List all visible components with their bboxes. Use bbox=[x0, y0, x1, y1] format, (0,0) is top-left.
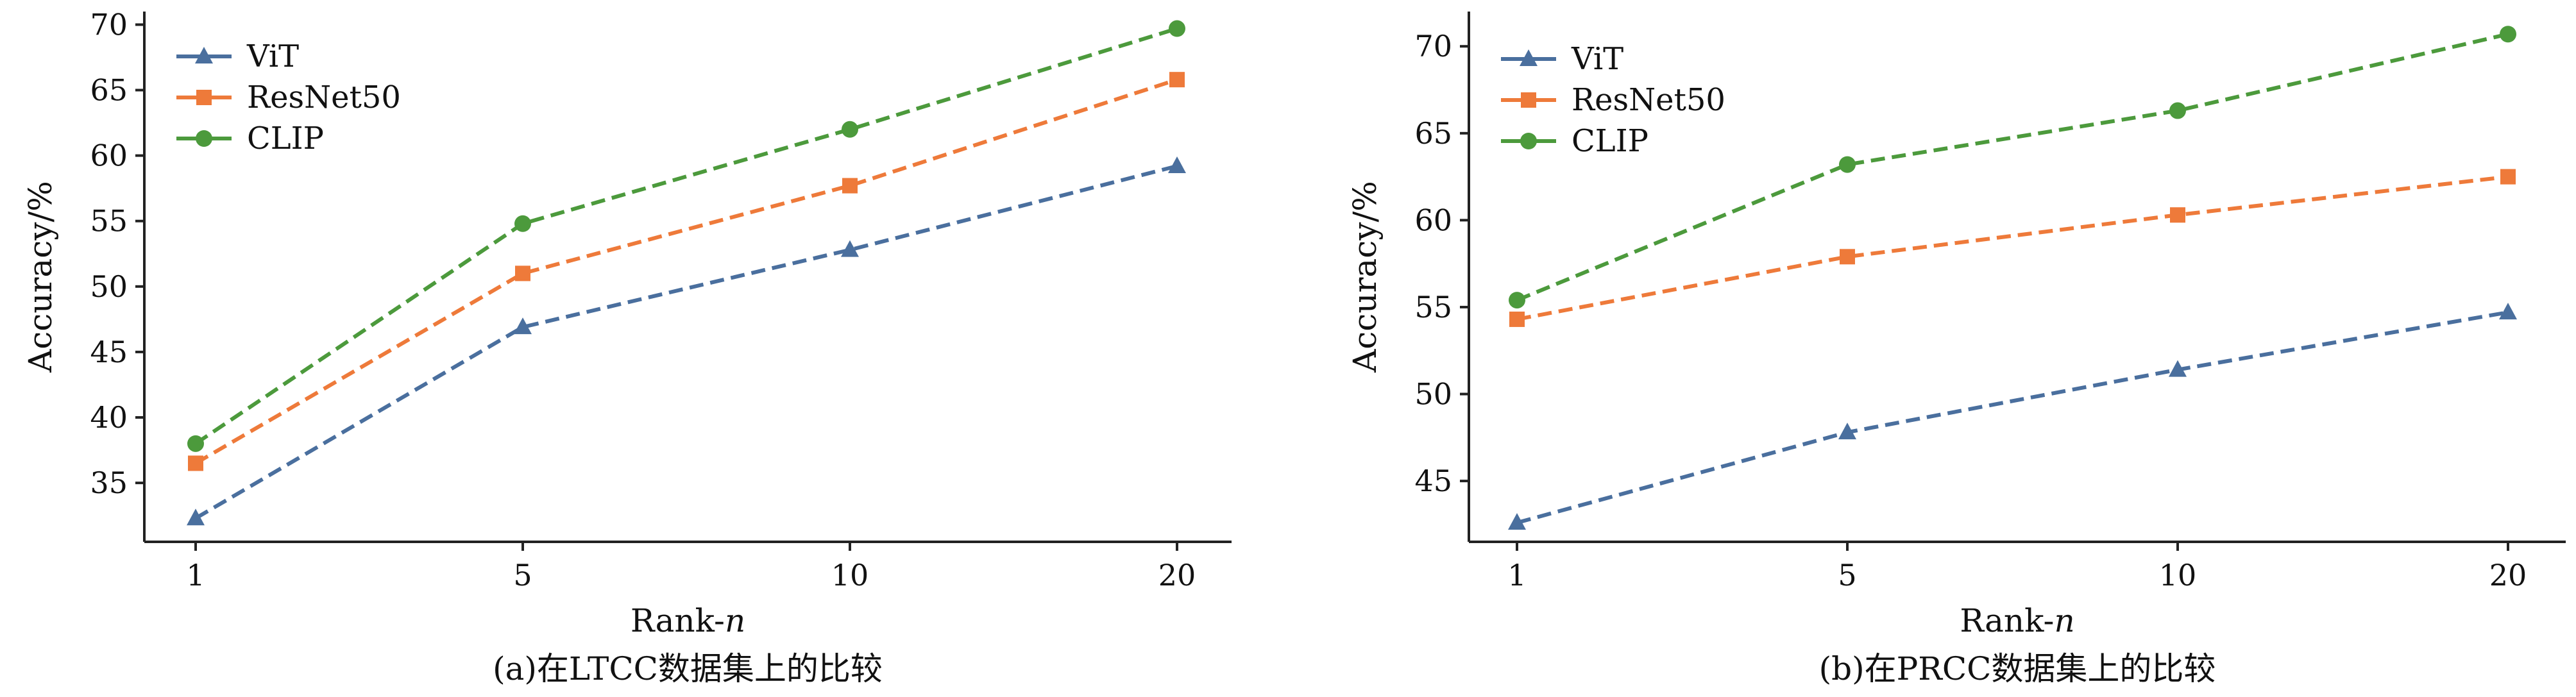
legend-label: CLIP bbox=[1572, 123, 1648, 159]
data-point bbox=[2170, 207, 2185, 223]
x-tick-label: 20 bbox=[1158, 558, 1196, 592]
x-tick-label: 1 bbox=[1507, 558, 1526, 592]
chart-panel-a: 35 40 45 50 55 60 65 70 1 5 10 20 Rank-n Accuracy/% Vi… bbox=[22, 7, 1232, 687]
legend-label: CLIP bbox=[247, 121, 324, 156]
y-axis-label: Accuracy/% bbox=[22, 181, 59, 373]
data-point bbox=[2500, 169, 2516, 185]
y-tick-label: 65 bbox=[1414, 116, 1452, 151]
y-tick-label: 50 bbox=[90, 269, 128, 304]
data-point bbox=[1169, 72, 1185, 88]
data-point bbox=[187, 435, 204, 452]
legend-marker bbox=[196, 90, 212, 105]
series-resnet50 bbox=[188, 72, 1185, 471]
y-tick-label: 60 bbox=[1414, 203, 1452, 237]
series-vit bbox=[187, 156, 1186, 526]
data-point bbox=[2499, 303, 2517, 320]
data-point bbox=[1840, 249, 1855, 265]
data-point bbox=[514, 317, 532, 335]
y-tick-label: 50 bbox=[1414, 377, 1452, 412]
x-tick-label: 5 bbox=[513, 558, 532, 592]
x-tick-label: 10 bbox=[831, 558, 869, 592]
y-tick-label: 70 bbox=[1414, 29, 1452, 63]
legend: ViT ResNet50 CLIP bbox=[1501, 41, 1725, 159]
series-line-vit bbox=[194, 164, 1178, 520]
y-tick-label: 55 bbox=[90, 204, 128, 239]
legend-marker bbox=[1520, 133, 1537, 149]
panel-caption: (b)在PRCC数据集上的比较 bbox=[1819, 650, 2216, 687]
data-point bbox=[842, 121, 858, 138]
legend-label: ResNet50 bbox=[1572, 82, 1725, 118]
x-axis-label: Rank-n bbox=[631, 602, 745, 639]
y-tick-label: 60 bbox=[90, 139, 128, 173]
series-resnet50 bbox=[1509, 169, 2516, 327]
series-line-resnet50 bbox=[194, 78, 1178, 466]
data-point bbox=[1168, 156, 1186, 173]
chart-panel-b: 45 50 55 60 65 70 1 5 10 20 Rank-n Accuracy/% ViT Res… bbox=[1346, 12, 2566, 687]
y-tick-label: 40 bbox=[90, 400, 128, 435]
y-tick-label: 65 bbox=[90, 73, 128, 108]
data-point bbox=[1509, 292, 1525, 309]
legend: ViT ResNet50 CLIP bbox=[176, 38, 401, 156]
y-tick-label: 55 bbox=[1414, 290, 1452, 324]
legend-marker bbox=[196, 130, 212, 147]
data-point bbox=[188, 455, 203, 471]
data-point bbox=[2169, 102, 2186, 119]
x-axis-label: Rank-n bbox=[1960, 602, 2074, 639]
data-point bbox=[841, 240, 859, 257]
data-point bbox=[2500, 26, 2516, 43]
y-tick-label: 45 bbox=[90, 335, 128, 369]
x-tick-label: 20 bbox=[2489, 558, 2527, 592]
x-tick-label: 10 bbox=[2159, 558, 2197, 592]
legend-label: ViT bbox=[1571, 41, 1623, 77]
legend-label: ResNet50 bbox=[247, 80, 401, 115]
y-tick-label: 35 bbox=[90, 466, 128, 500]
data-point bbox=[1508, 513, 1526, 530]
data-point bbox=[515, 265, 530, 281]
data-point bbox=[2169, 360, 2187, 377]
data-point bbox=[1838, 423, 1856, 440]
series-clip bbox=[187, 20, 1185, 452]
legend-marker bbox=[1520, 49, 1538, 66]
series-line-vit bbox=[1516, 310, 2509, 525]
series-line-clip bbox=[1516, 32, 2509, 302]
legend-label: ViT bbox=[246, 38, 299, 74]
x-tick-label: 1 bbox=[186, 558, 205, 592]
data-point bbox=[1839, 156, 1856, 173]
data-point bbox=[187, 508, 205, 526]
data-point bbox=[514, 215, 531, 232]
data-point bbox=[842, 178, 858, 194]
series-vit bbox=[1508, 303, 2517, 530]
series-clip bbox=[1509, 26, 2516, 309]
x-tick-label: 5 bbox=[1838, 558, 1856, 592]
y-axis-label: Accuracy/% bbox=[1346, 181, 1384, 373]
data-point bbox=[1169, 20, 1185, 37]
y-tick-label: 70 bbox=[90, 7, 128, 42]
legend-marker bbox=[195, 47, 213, 63]
series-line-resnet50 bbox=[1516, 174, 2509, 321]
series-line-clip bbox=[194, 26, 1178, 446]
legend-marker bbox=[1521, 92, 1536, 108]
data-point bbox=[1509, 311, 1525, 327]
panel-caption: (a)在LTCC数据集上的比较 bbox=[493, 650, 883, 687]
y-tick-label: 45 bbox=[1414, 464, 1452, 498]
